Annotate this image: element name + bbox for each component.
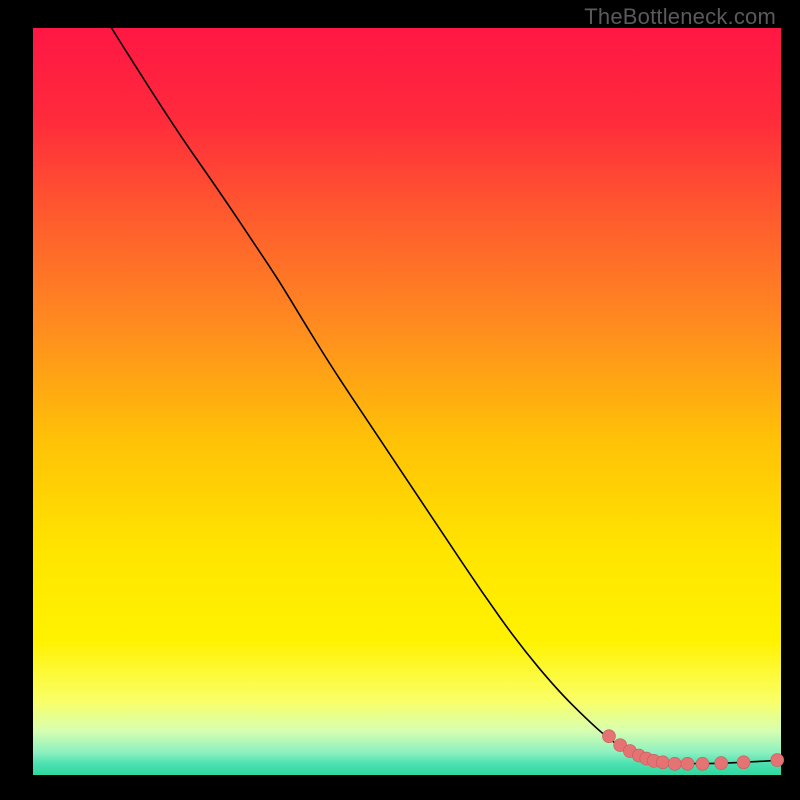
data-marker (668, 757, 681, 770)
watermark-text: TheBottleneck.com (584, 4, 776, 30)
bottleneck-chart (0, 0, 800, 800)
data-marker (656, 756, 669, 769)
data-marker (715, 757, 728, 770)
plot-background (33, 28, 781, 775)
data-marker (696, 757, 709, 770)
data-marker (771, 754, 784, 767)
data-marker (602, 730, 615, 743)
data-marker (737, 756, 750, 769)
data-marker (681, 757, 694, 770)
